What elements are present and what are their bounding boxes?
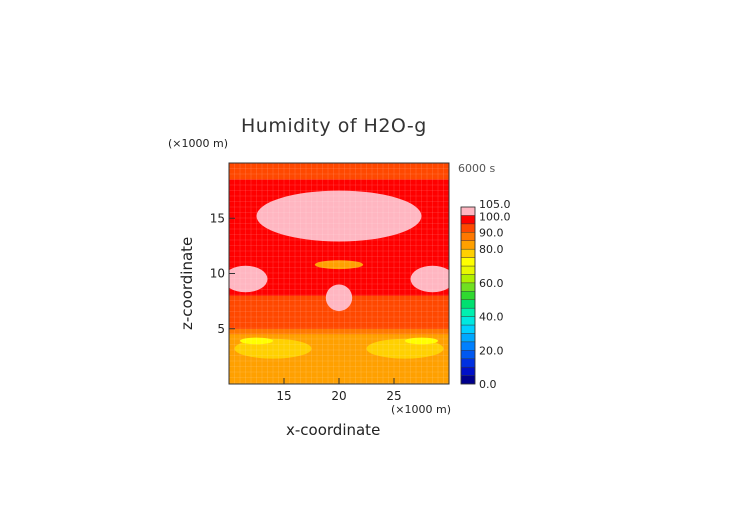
colorbar-label-4: 80.0 [479, 243, 504, 256]
contour-regions [229, 163, 449, 384]
contour-region-1 [229, 163, 449, 180]
colorbar-swatch-35 [460, 316, 476, 326]
colorbar-label-5: 90.0 [479, 226, 504, 239]
contour-region-6 [325, 284, 353, 312]
colorbar-label-6: 100.0 [479, 210, 511, 223]
colorbar-swatch-55 [460, 282, 476, 292]
colorbar-label-7: 105.0 [479, 198, 511, 211]
colorbar-swatch-60 [460, 274, 476, 284]
x-axis-label: x-coordinate [286, 421, 381, 439]
contour-region-12 [405, 337, 438, 345]
colorbar-frame [460, 206, 476, 385]
colorbar-swatch-70 [460, 257, 476, 267]
colorbar-swatch-25 [460, 333, 476, 343]
colorbar-label-0: 0.0 [479, 378, 497, 391]
colorbar-swatch-0 [460, 375, 476, 385]
colorbar-swatch-95 [460, 215, 476, 225]
colorbar-swatch-75 [460, 248, 476, 258]
time-label: 6000 s [458, 162, 496, 175]
contour-region-8 [410, 265, 449, 293]
contour-region-13 [314, 260, 364, 270]
colorbar-swatch-30 [460, 324, 476, 334]
colorbar-swatch-5 [460, 366, 476, 376]
chart-title: Humidity of H2O-g [241, 115, 427, 137]
colorbar-swatch-15 [460, 350, 476, 359]
colorbar-swatch-85 [460, 232, 476, 241]
colorbar-swatch-90 [460, 223, 476, 233]
colorbar-label-2: 40.0 [479, 311, 504, 324]
y-axis-unit: (×1000 m) [168, 137, 229, 150]
plot-grid [228, 162, 450, 384]
colorbar-swatch-40 [460, 307, 476, 317]
colorbar-swatch-65 [460, 265, 476, 275]
colorbar-swatch-100 [460, 206, 476, 216]
x-tick-label-25: 25 [386, 389, 401, 403]
y-tick-label-5: 5 [217, 322, 225, 336]
colorbar-swatch-10 [460, 358, 476, 368]
contour-region-5 [256, 190, 422, 242]
y-tick-label-15: 15 [210, 211, 225, 225]
colorbar-swatch-50 [460, 291, 476, 300]
colorbar-label-3: 60.0 [479, 277, 504, 290]
contour-region-7 [229, 265, 268, 293]
contour-region-11 [240, 337, 273, 345]
x-axis-unit: (×1000 m) [391, 403, 452, 416]
x-tick-label-15: 15 [276, 389, 291, 403]
y-tick-label-10: 10 [210, 267, 225, 281]
colorbar-swatch-80 [460, 240, 476, 250]
colorbar-swatch-20 [460, 341, 476, 351]
colorbar-swatch-45 [460, 299, 476, 309]
colorbar-label-1: 20.0 [479, 344, 504, 357]
x-tick-label-20: 20 [331, 389, 346, 403]
